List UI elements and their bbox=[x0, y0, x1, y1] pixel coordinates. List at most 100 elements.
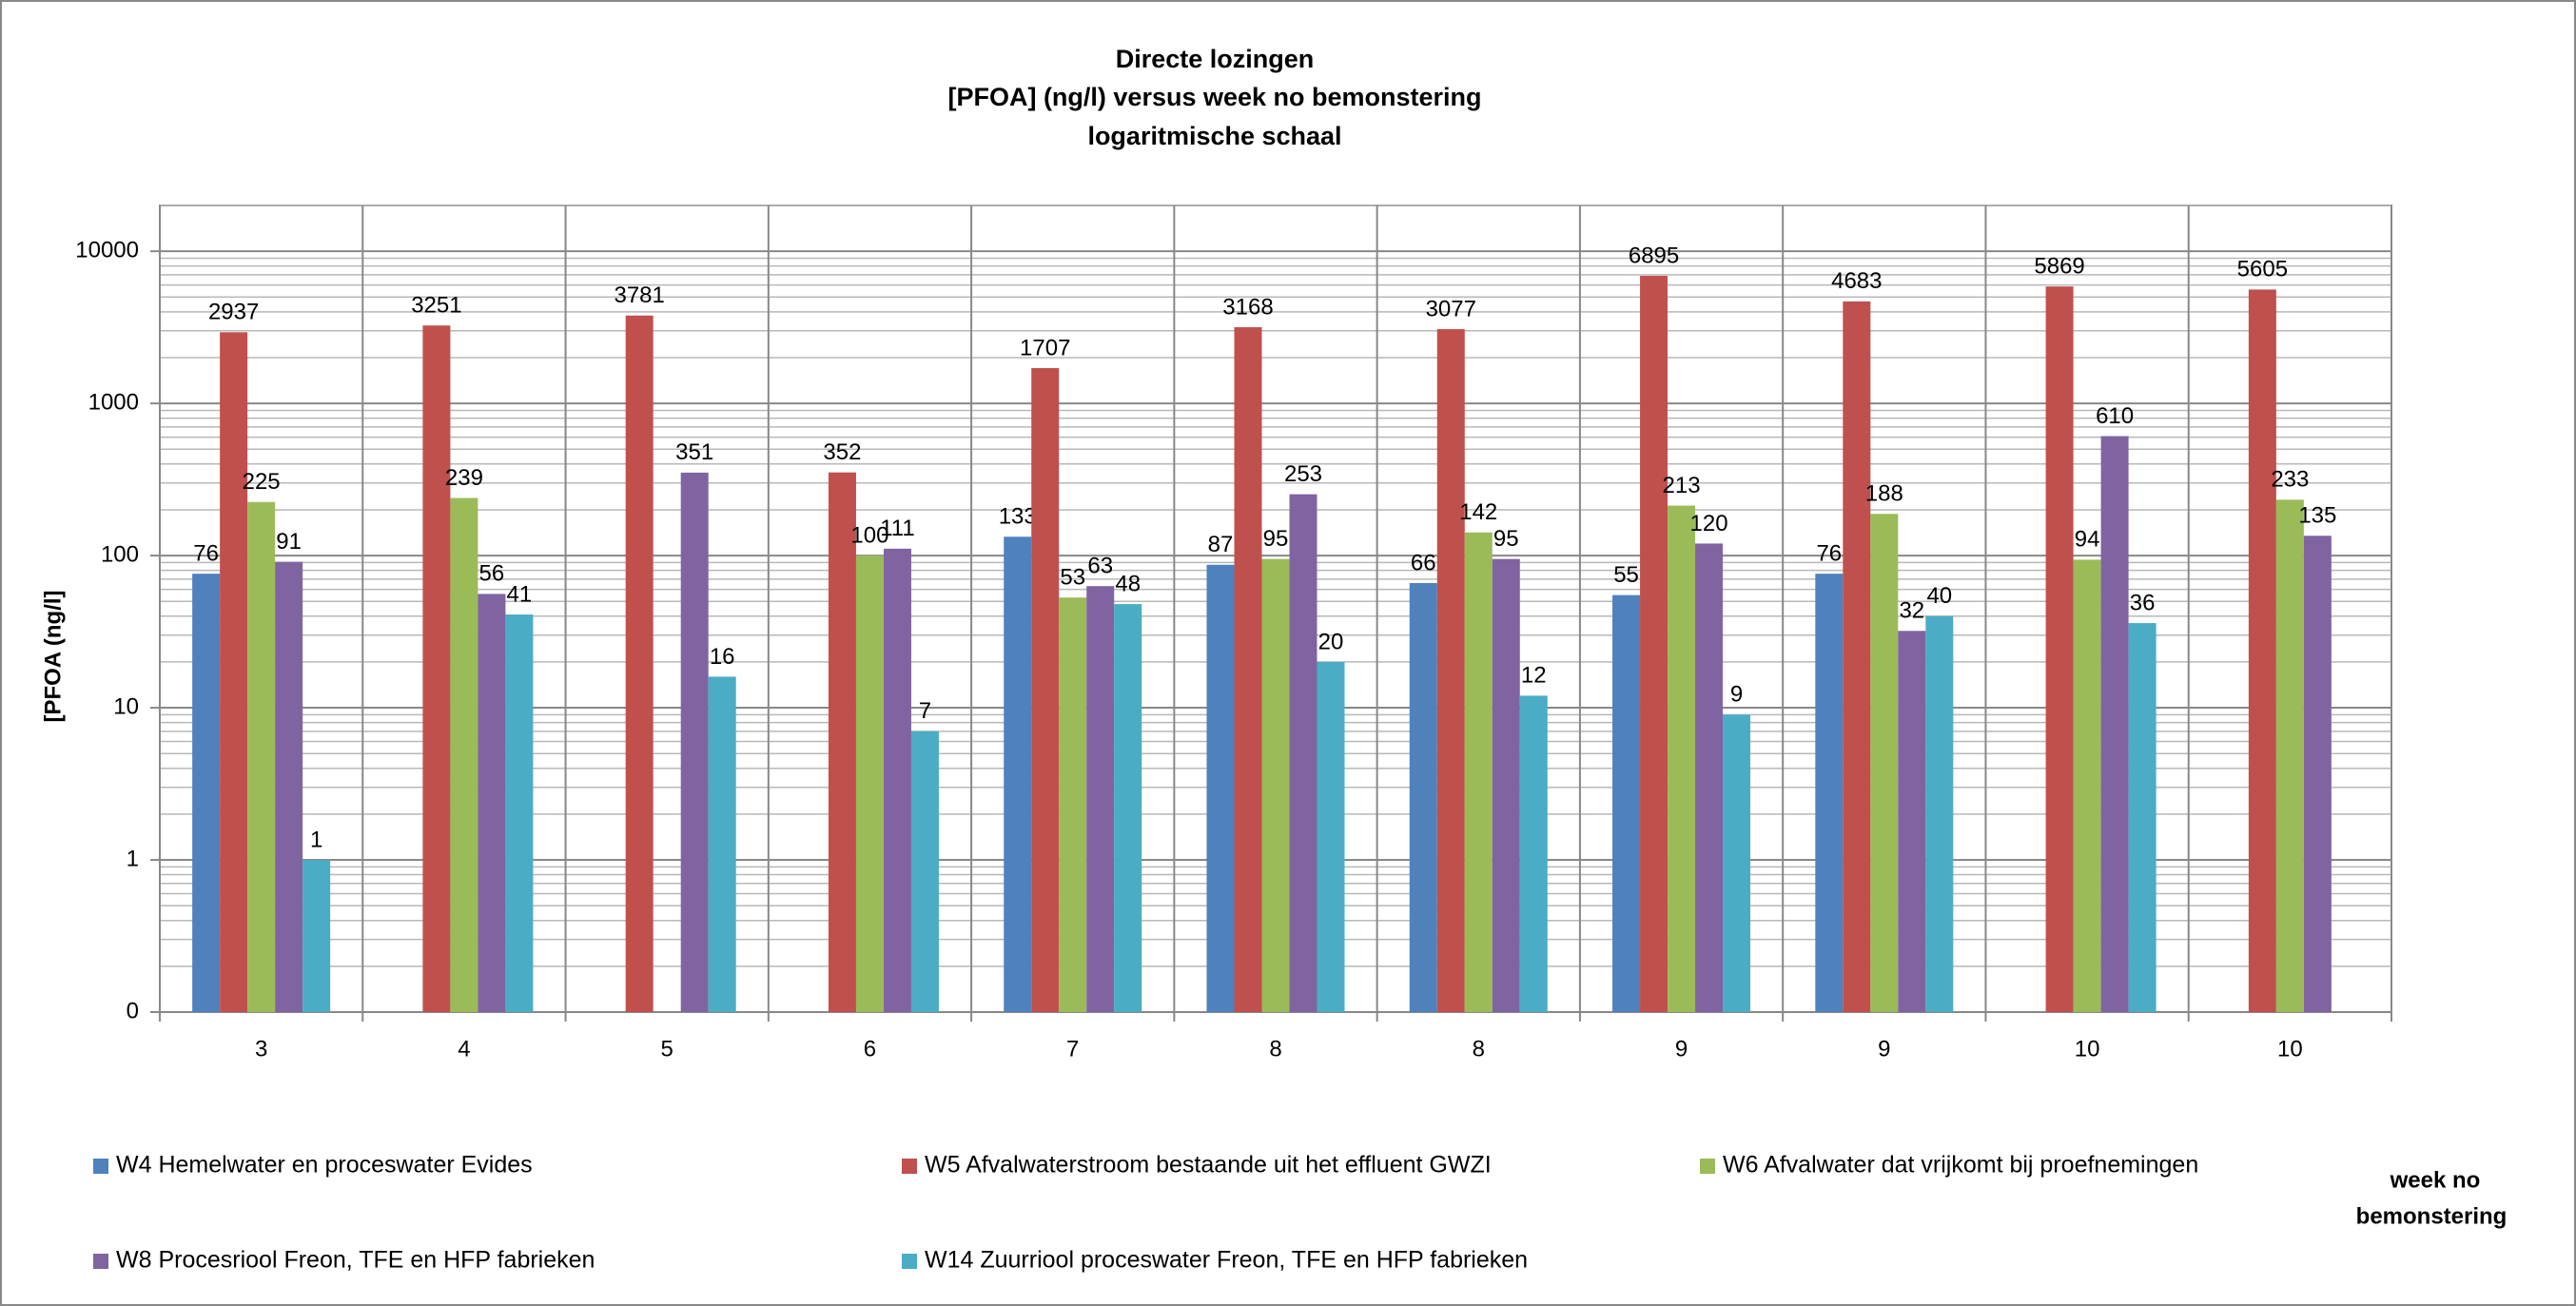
bar bbox=[1925, 615, 1954, 1012]
bar bbox=[625, 315, 654, 1013]
y-tick-label: 100 bbox=[101, 541, 139, 567]
data-label: 213 bbox=[1663, 473, 1701, 498]
x-tick-label: 8 bbox=[1269, 1036, 1281, 1062]
bar bbox=[1234, 327, 1262, 1012]
data-label: 76 bbox=[1816, 541, 1842, 567]
legend-label: W5 Afvalwaterstroom bestaande uit het ef… bbox=[925, 1152, 1492, 1179]
bar bbox=[1815, 574, 1844, 1012]
bar bbox=[275, 561, 303, 1012]
legend-label: W6 Afvalwater dat vrijkomt bij proefnemi… bbox=[1723, 1152, 2198, 1179]
bar bbox=[1464, 532, 1493, 1012]
bar bbox=[478, 594, 506, 1012]
bar bbox=[1114, 604, 1142, 1012]
data-label: 6895 bbox=[1629, 243, 1679, 268]
bar bbox=[1317, 661, 1345, 1012]
data-label: 120 bbox=[1690, 511, 1728, 536]
bar bbox=[1640, 275, 1669, 1012]
data-label: 3781 bbox=[614, 283, 664, 308]
bar bbox=[1289, 494, 1317, 1012]
data-label: 352 bbox=[823, 439, 861, 465]
bar bbox=[828, 472, 856, 1012]
data-label: 3251 bbox=[411, 293, 461, 319]
x-tick-label: 9 bbox=[1878, 1036, 1890, 1062]
bar bbox=[1492, 558, 1520, 1012]
data-label: 95 bbox=[1263, 526, 1289, 552]
bar bbox=[422, 325, 451, 1013]
bar bbox=[1059, 597, 1087, 1012]
data-label: 87 bbox=[1208, 532, 1234, 557]
data-label: 3077 bbox=[1426, 296, 1476, 322]
x-tick-label: 6 bbox=[864, 1036, 876, 1062]
bar bbox=[1261, 558, 1290, 1012]
bar bbox=[505, 614, 534, 1012]
data-label: 9 bbox=[1730, 682, 1743, 708]
legend-label: W14 Zuurriool proceswater Freon, TFE en … bbox=[925, 1247, 1528, 1274]
data-label: 56 bbox=[479, 561, 505, 587]
legend-swatch bbox=[902, 1254, 917, 1269]
data-label: 32 bbox=[1899, 598, 1924, 624]
x-tick-label: 10 bbox=[2277, 1036, 2303, 1062]
data-label: 351 bbox=[675, 439, 713, 465]
data-label: 66 bbox=[1411, 550, 1436, 575]
data-label: 239 bbox=[445, 465, 483, 491]
bar bbox=[2073, 559, 2101, 1012]
data-label: 95 bbox=[1493, 526, 1519, 552]
bar bbox=[2128, 623, 2156, 1012]
bar bbox=[1898, 631, 1926, 1012]
data-label: 100 bbox=[850, 522, 888, 548]
y-tick-label: 10000 bbox=[75, 237, 139, 263]
data-label: 48 bbox=[1115, 571, 1141, 596]
data-label: 133 bbox=[999, 504, 1037, 530]
data-label: 16 bbox=[710, 644, 735, 670]
data-label: 2937 bbox=[208, 300, 259, 325]
bar bbox=[1031, 367, 1060, 1012]
bar bbox=[2303, 536, 2332, 1012]
legend-swatch bbox=[93, 1159, 108, 1174]
bar bbox=[247, 501, 276, 1012]
bar bbox=[1843, 301, 1871, 1012]
data-label: 135 bbox=[2298, 503, 2336, 529]
y-tick-label: 10 bbox=[113, 693, 139, 719]
data-label: 55 bbox=[1613, 562, 1639, 588]
data-label: 3168 bbox=[1222, 294, 1273, 320]
data-label: 111 bbox=[880, 516, 914, 541]
bar bbox=[2100, 436, 2129, 1012]
legend-swatch bbox=[1700, 1159, 1715, 1174]
chart-title: Directe lozingen bbox=[1116, 45, 1315, 73]
data-label: 76 bbox=[193, 541, 219, 567]
y-tick-label: 0 bbox=[127, 998, 139, 1023]
data-label: 7 bbox=[919, 698, 931, 724]
bar bbox=[708, 676, 736, 1012]
legend-label: W4 Hemelwater en proceswater Evides bbox=[116, 1152, 533, 1179]
bar bbox=[2248, 289, 2276, 1013]
bar bbox=[1870, 514, 1899, 1012]
x-axis-title: bemonstering bbox=[2356, 1203, 2508, 1229]
y-axis-title: [PFOA (ng/l] bbox=[40, 590, 66, 722]
chart-title: logaritmische schaal bbox=[1087, 122, 1341, 150]
x-axis-title: week no bbox=[2390, 1167, 2481, 1193]
data-label: 142 bbox=[1459, 499, 1497, 525]
data-label: 233 bbox=[2271, 467, 2309, 493]
data-label: 40 bbox=[1926, 583, 1952, 609]
bar bbox=[1436, 329, 1465, 1012]
x-tick-label: 8 bbox=[1473, 1036, 1485, 1062]
bar bbox=[883, 548, 911, 1012]
bar bbox=[220, 332, 248, 1012]
bar bbox=[680, 472, 709, 1012]
data-label: 63 bbox=[1087, 554, 1113, 579]
data-label: 20 bbox=[1318, 629, 1344, 654]
x-tick-label: 5 bbox=[661, 1036, 673, 1062]
data-label: 91 bbox=[276, 529, 302, 555]
bar bbox=[1086, 586, 1115, 1012]
data-label: 41 bbox=[507, 581, 533, 607]
bar bbox=[1723, 714, 1751, 1012]
bar bbox=[450, 497, 478, 1012]
chart-title: [PFOA] (ng/l) versus week no bemonsterin… bbox=[947, 83, 1481, 111]
title-group: Directe lozingen [PFOA] (ng/l) versus we… bbox=[947, 45, 1481, 150]
bar bbox=[1668, 505, 1696, 1012]
x-tick-label: 7 bbox=[1066, 1036, 1079, 1062]
bar bbox=[1409, 582, 1437, 1012]
data-label: 5605 bbox=[2237, 257, 2288, 283]
x-tick-label: 3 bbox=[255, 1036, 267, 1062]
